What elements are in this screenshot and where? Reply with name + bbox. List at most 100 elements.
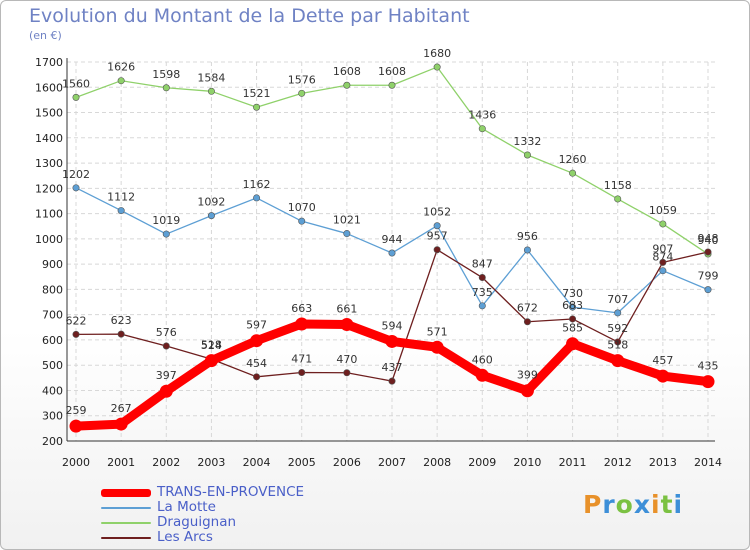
- data-point: [250, 334, 264, 348]
- data-label: 956: [517, 230, 538, 243]
- data-label: 571: [427, 325, 448, 338]
- data-point: [162, 342, 170, 350]
- x-tick-label: 2001: [107, 456, 135, 469]
- data-label: 672: [517, 302, 538, 315]
- data-label: 594: [382, 319, 403, 332]
- data-label: 707: [607, 293, 628, 306]
- y-tick-label: 700: [42, 309, 63, 322]
- y-tick-label: 900: [42, 258, 63, 271]
- data-point: [475, 368, 489, 382]
- data-point: [204, 354, 218, 368]
- data-point: [430, 340, 444, 354]
- y-tick-label: 1500: [35, 107, 63, 120]
- legend-label: TRANS-EN-PROVENCE: [157, 484, 305, 500]
- x-tick-label: 2013: [649, 456, 677, 469]
- data-label: 1059: [649, 204, 677, 217]
- data-label: 1070: [288, 201, 316, 214]
- data-label: 437: [382, 361, 403, 374]
- data-point: [388, 377, 396, 385]
- data-point: [659, 258, 667, 266]
- x-tick-label: 2005: [288, 456, 316, 469]
- data-label: 1680: [423, 47, 451, 60]
- legend-item: TRANS-EN-PROVENCE: [101, 485, 361, 500]
- logo-letter: i: [651, 490, 661, 519]
- y-tick-label: 1300: [35, 157, 63, 170]
- legend-swatch: [101, 537, 151, 539]
- data-point: [569, 315, 577, 323]
- data-point: [117, 330, 125, 338]
- data-point: [253, 373, 261, 381]
- data-label: 661: [336, 303, 357, 316]
- data-label: 597: [246, 319, 267, 332]
- data-label: 471: [291, 353, 312, 366]
- data-label: 518: [201, 339, 222, 352]
- data-point: [478, 302, 486, 310]
- data-label: 944: [382, 233, 403, 246]
- data-label: 1021: [333, 214, 361, 227]
- data-point: [162, 230, 170, 238]
- data-point: [72, 93, 80, 101]
- data-point: [478, 274, 486, 282]
- data-point: [207, 87, 215, 95]
- data-point: [69, 419, 83, 433]
- data-point: [253, 103, 261, 111]
- data-point: [298, 369, 306, 377]
- data-label: 957: [427, 230, 448, 243]
- data-point: [117, 77, 125, 85]
- data-point: [340, 318, 354, 332]
- logo-letter: x: [633, 490, 651, 519]
- legend-swatch: [101, 507, 151, 509]
- x-tick-label: 2000: [62, 456, 90, 469]
- data-point: [253, 194, 261, 202]
- data-point: [433, 222, 441, 230]
- x-tick-label: 2009: [468, 456, 496, 469]
- data-point: [523, 246, 531, 254]
- data-point: [569, 303, 577, 311]
- data-point: [611, 354, 625, 368]
- y-tick-label: 1600: [35, 81, 63, 94]
- legend-swatch: [101, 489, 151, 497]
- data-point: [433, 63, 441, 71]
- data-point: [159, 384, 173, 398]
- x-tick-label: 2007: [378, 456, 406, 469]
- data-point: [388, 81, 396, 89]
- x-tick-label: 2004: [243, 456, 271, 469]
- data-point: [298, 89, 306, 97]
- y-tick-label: 500: [42, 359, 63, 372]
- data-point: [117, 207, 125, 215]
- data-label: 259: [66, 404, 87, 417]
- data-label: 1052: [423, 206, 451, 219]
- data-label: 1112: [107, 191, 135, 204]
- legend-item: La Motte: [101, 500, 361, 515]
- data-point: [523, 151, 531, 159]
- x-tick-label: 2012: [604, 456, 632, 469]
- data-label: 470: [336, 353, 357, 366]
- data-label: 585: [562, 322, 583, 335]
- data-label: 460: [472, 353, 493, 366]
- proxiti-logo: Proxiti: [583, 490, 683, 519]
- data-label: 799: [698, 270, 719, 283]
- chart-legend: TRANS-EN-PROVENCE La Motte Draguignan Les A…: [101, 485, 361, 545]
- data-point: [162, 84, 170, 92]
- data-label: 948: [698, 232, 719, 245]
- data-label: 397: [156, 369, 177, 382]
- data-label: 576: [156, 326, 177, 339]
- data-point: [701, 375, 715, 389]
- line-chart: 200 300 400 500 600 700 800 900 1000 1100 1200 1300…: [35, 47, 722, 469]
- data-point: [614, 309, 622, 317]
- data-point: [614, 195, 622, 203]
- data-label: 457: [652, 354, 673, 367]
- data-point: [704, 248, 712, 256]
- y-tick-label: 600: [42, 334, 63, 347]
- data-point: [520, 384, 534, 398]
- data-label: 454: [246, 357, 267, 370]
- x-tick-label: 2002: [152, 456, 180, 469]
- data-point: [72, 330, 80, 338]
- data-label: 1584: [197, 71, 225, 84]
- data-label: 874: [652, 251, 673, 264]
- logo-letter: r: [602, 490, 616, 519]
- y-tick-label: 300: [42, 410, 63, 423]
- data-label: 1436: [468, 109, 496, 122]
- y-tick-label: 1700: [35, 56, 63, 69]
